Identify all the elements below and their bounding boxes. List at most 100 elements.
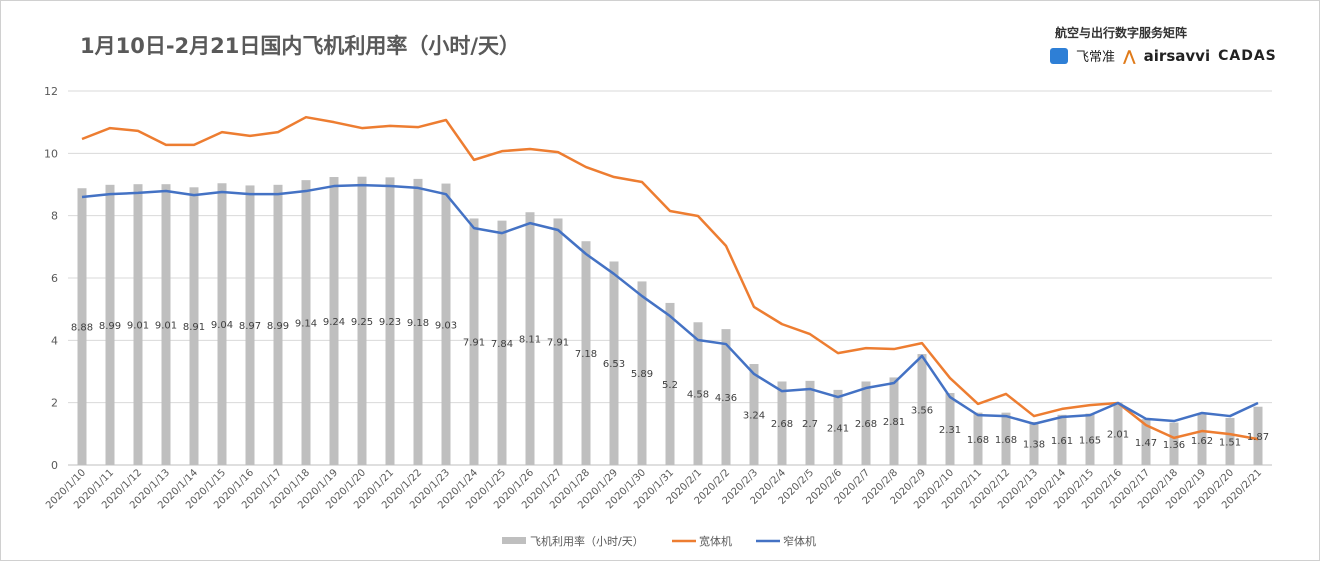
- bar-data-label: 1.62: [1191, 436, 1213, 447]
- bar-data-label: 2.68: [855, 419, 877, 430]
- bar-data-label: 1.68: [967, 435, 989, 446]
- bar-data-label: 1.38: [1023, 439, 1045, 450]
- bar-data-label: 4.58: [687, 390, 709, 401]
- bar-data-label: 9.14: [295, 319, 317, 330]
- bar: [469, 218, 479, 465]
- bar: [889, 377, 899, 465]
- bar-data-label: 1.51: [1219, 437, 1241, 448]
- bar: [385, 177, 395, 465]
- bar: [1225, 417, 1235, 465]
- bar: [805, 380, 815, 465]
- bar: [1169, 422, 1179, 465]
- bar: [917, 354, 927, 465]
- bar-data-label: 2.68: [771, 419, 793, 430]
- y-tick-label: 0: [51, 459, 58, 472]
- bar: [525, 212, 535, 465]
- bar: [1197, 414, 1207, 465]
- legend-swatch-bar: [502, 537, 526, 544]
- bar-data-label: 8.97: [239, 321, 261, 332]
- bar-data-label: 1.87: [1247, 432, 1269, 443]
- bar-data-label: 8.88: [71, 323, 93, 334]
- bar: [1029, 421, 1039, 465]
- bar-data-label: 8.91: [183, 322, 205, 333]
- y-tick-label: 10: [44, 147, 58, 160]
- airsavvi-logo-icon: ⋀: [1123, 46, 1136, 65]
- y-tick-label: 4: [51, 334, 58, 347]
- bar-data-label: 3.24: [743, 411, 765, 422]
- bar-data-label: 4.36: [715, 393, 737, 404]
- bar-data-label: 9.03: [435, 320, 457, 331]
- bar: [609, 261, 619, 465]
- bar: [77, 188, 87, 466]
- bar: [777, 381, 787, 465]
- bar: [581, 241, 591, 465]
- bar: [273, 184, 283, 466]
- y-tick-label: 2: [51, 397, 58, 410]
- bar-data-label: 9.23: [379, 317, 401, 328]
- bar-data-label: 1.68: [995, 435, 1017, 446]
- bar: [553, 218, 563, 465]
- bar-data-label: 1.47: [1135, 438, 1157, 449]
- bar: [833, 389, 843, 465]
- bar-data-label: 8.99: [267, 321, 289, 332]
- bar: [441, 183, 451, 465]
- brand-tagline: 航空与出行数字服务矩阵: [1055, 26, 1188, 40]
- brand-logos: 飞常准 ⋀ airsavvi CADAS: [1050, 46, 1277, 65]
- bar: [861, 381, 871, 465]
- narrow-body-line: [81, 183, 1259, 426]
- y-tick-label: 6: [51, 272, 58, 285]
- chart-title: 1月10日-2月21日国内飞机利用率（小时/天）: [80, 34, 521, 58]
- bar: [1253, 406, 1263, 465]
- bar: [497, 220, 507, 465]
- bar-data-label: 6.53: [603, 359, 625, 370]
- bar-data-label: 8.11: [519, 335, 541, 346]
- bar: [1141, 419, 1151, 465]
- bar: [1113, 402, 1123, 465]
- bar: [749, 364, 759, 465]
- legend-label-utilization: 飞机利用率（小时/天）: [530, 534, 644, 548]
- bar-data-label: 8.99: [99, 321, 121, 332]
- bar-data-label: 7.84: [491, 339, 513, 350]
- bar-data-label: 2.41: [827, 423, 849, 434]
- bar: [301, 180, 311, 466]
- bar-data-label: 1.65: [1079, 435, 1101, 446]
- bar-data-label: 2.01: [1107, 430, 1129, 441]
- bar: [357, 176, 367, 466]
- logo-feichangzhun: 飞常准: [1076, 50, 1116, 65]
- bar: [1085, 413, 1095, 465]
- bar-data-label: 1.61: [1051, 436, 1073, 447]
- bar: [637, 281, 647, 465]
- bar: [665, 302, 675, 465]
- bar: [133, 184, 143, 465]
- bar: [973, 412, 983, 465]
- y-tick-label: 8: [51, 210, 58, 223]
- bar: [189, 187, 199, 465]
- bar-data-label: 9.25: [351, 317, 373, 328]
- bar-data-label: 5.2: [662, 380, 678, 391]
- bar: [329, 177, 339, 465]
- bar: [161, 184, 171, 465]
- bar-data-label: 9.24: [323, 317, 345, 328]
- bar-data-label: 3.56: [911, 406, 933, 417]
- bar-data-label: 7.18: [575, 349, 597, 360]
- bar: [693, 322, 703, 465]
- logo-cadas: CADAS: [1218, 47, 1277, 64]
- bar-data-label: 7.91: [547, 338, 569, 349]
- bar-data-label: 9.04: [211, 320, 233, 331]
- bar: [721, 329, 731, 465]
- bar: [413, 178, 423, 465]
- bar-data-label: 5.89: [631, 369, 653, 380]
- bar-data-label: 1.36: [1163, 440, 1185, 451]
- bar-data-label: 2.31: [939, 425, 961, 436]
- bar-data-label: 9.01: [155, 321, 177, 332]
- bar: [945, 393, 955, 465]
- bar-data-label: 2.81: [883, 417, 905, 428]
- logo-airsavvi: airsavvi: [1143, 46, 1211, 65]
- legend-label-wide: 宽体机: [699, 534, 732, 548]
- bar-data-label: 7.91: [463, 338, 485, 349]
- bar-data-label: 2.7: [802, 419, 818, 430]
- bar: [217, 183, 227, 465]
- y-tick-label: 12: [44, 85, 58, 98]
- legend-label-narrow: 窄体机: [783, 534, 816, 548]
